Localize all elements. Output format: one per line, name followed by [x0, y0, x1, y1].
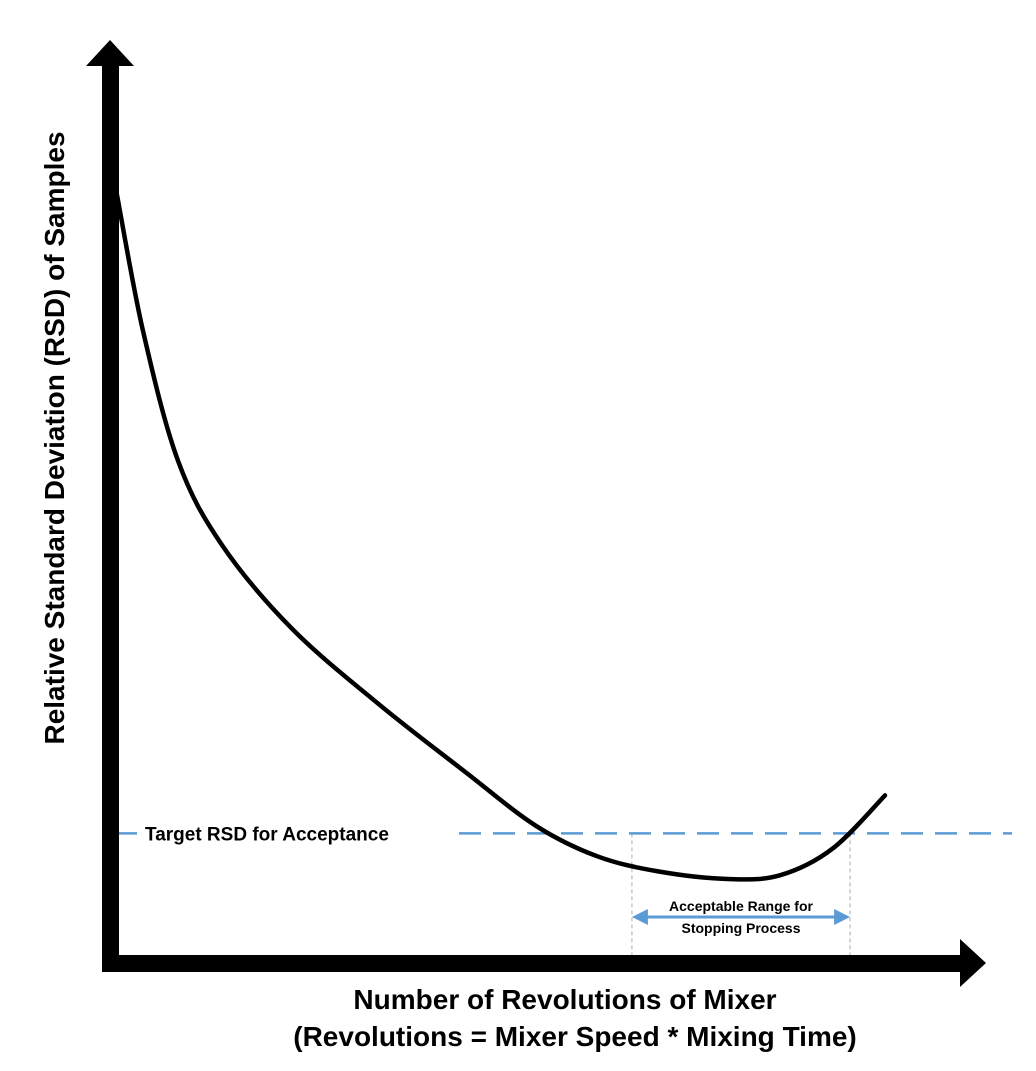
acceptable-range-label-line2: Stopping Process	[681, 920, 800, 936]
y-axis-title: Relative Standard Deviation (RSD) of Sam…	[39, 131, 70, 744]
x-axis-title-line1: Number of Revolutions of Mixer	[353, 984, 776, 1015]
x-axis-arrowhead	[960, 939, 986, 987]
y-axis-line	[102, 58, 119, 972]
acceptable-range-label-line1: Acceptable Range for	[669, 898, 813, 914]
x-axis-title-line2: (Revolutions = Mixer Speed * Mixing Time…	[293, 1021, 857, 1052]
target-label-background	[137, 819, 453, 848]
target-rsd-label: Target RSD for Acceptance	[145, 824, 389, 845]
acceptable-range-arrow	[631, 909, 851, 925]
y-axis-arrowhead	[86, 40, 134, 66]
x-axis-line	[102, 955, 964, 972]
rsd-curve-series	[114, 192, 888, 882]
range-arrow-right-head	[834, 909, 851, 925]
range-arrow-left-head	[631, 909, 648, 925]
axes	[86, 40, 986, 987]
